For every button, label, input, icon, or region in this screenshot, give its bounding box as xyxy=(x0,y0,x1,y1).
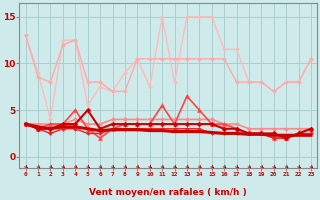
X-axis label: Vent moyen/en rafales ( km/h ): Vent moyen/en rafales ( km/h ) xyxy=(90,188,247,197)
